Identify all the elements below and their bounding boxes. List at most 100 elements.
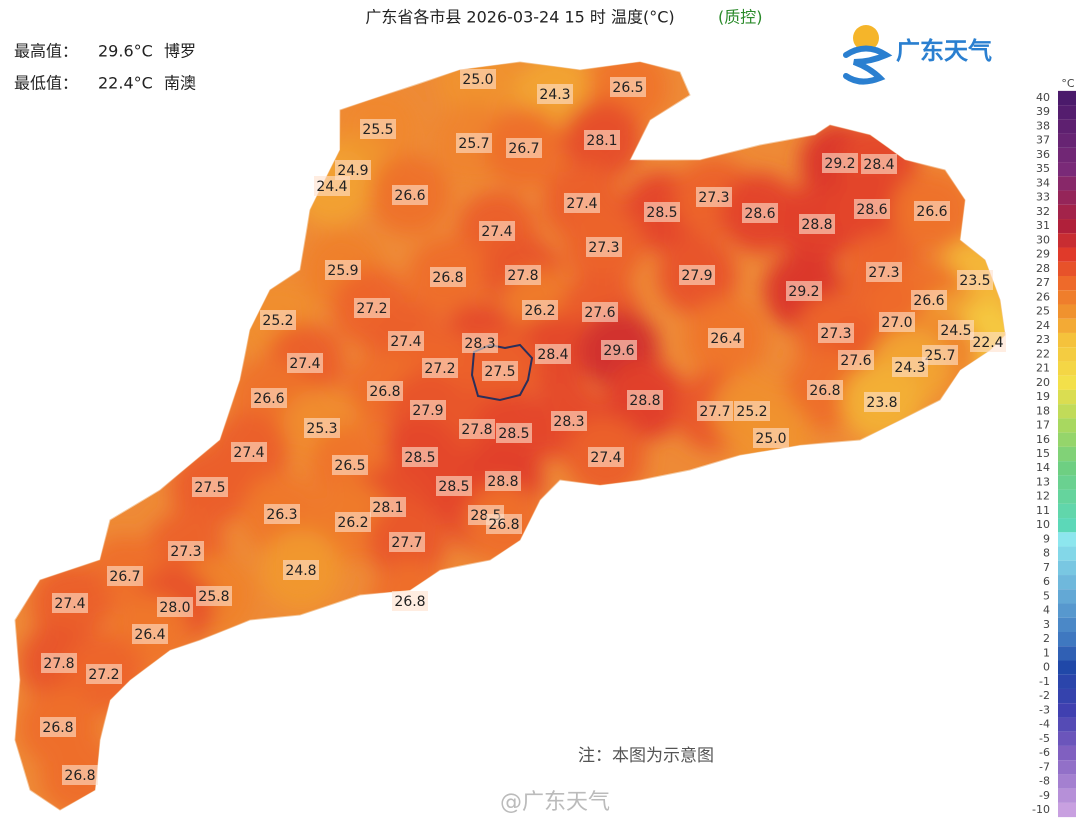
legend-tick-label: 26 (1036, 290, 1050, 303)
station-label-box (957, 270, 993, 290)
legend-swatch (1058, 162, 1076, 177)
legend-swatch (1058, 147, 1076, 163)
legend-tick-label: -5 (1039, 732, 1050, 745)
legend-tick-label: 15 (1036, 447, 1050, 460)
legend-swatch (1058, 432, 1076, 447)
station-label-box (283, 560, 319, 580)
station-labels: 25.0 24.3 26.5 25.5 25.7 26.7 28.1 24.924.4 26.6… (40, 69, 1006, 785)
station-value: 26.6 (394, 188, 425, 204)
legend-swatch (1058, 589, 1076, 604)
station-label-box (892, 357, 928, 377)
station-value: 28.1 (586, 133, 617, 149)
note: 注：本图为示意图 (578, 746, 714, 766)
station-label-box (107, 566, 143, 586)
station-value: 28.3 (464, 336, 495, 352)
station-value: 27.3 (868, 265, 899, 281)
stat-label: 最高值： (14, 42, 78, 61)
station-value: 27.5 (484, 364, 515, 380)
station-label-box (822, 153, 858, 173)
station-label-box (696, 187, 732, 207)
station-value: 27.4 (289, 356, 320, 372)
station-label-box (388, 331, 424, 351)
legend-swatch (1058, 133, 1076, 148)
station-label-box (132, 624, 168, 644)
legend-tick-label: 29 (1036, 248, 1050, 261)
legend-unit: °C (1061, 77, 1075, 90)
legend-tick-label: 0 (1043, 661, 1050, 674)
station-label-box (807, 380, 843, 400)
legend-tick-label: 34 (1036, 176, 1050, 189)
station-label-box (335, 512, 371, 532)
station-label-box (505, 265, 541, 285)
legend-tick-label: 9 (1043, 532, 1050, 545)
station-value: 27.6 (840, 353, 871, 369)
station-label-box (879, 312, 915, 332)
station-value: 29.6 (603, 343, 634, 359)
legend-swatch (1058, 617, 1076, 632)
station-label-box (168, 541, 204, 561)
station-value: 26.6 (916, 204, 947, 220)
station-label-box (586, 237, 622, 257)
legend-tick-label: 36 (1036, 148, 1050, 161)
station-value: 26.8 (432, 270, 463, 286)
station-label-box (196, 586, 232, 606)
station-label-box (430, 267, 466, 287)
legend-tick-label: 23 (1036, 333, 1050, 346)
station-label-box (864, 392, 900, 412)
station-value: 28.6 (744, 206, 775, 222)
legend-tick-label: 35 (1036, 162, 1050, 175)
stat-place: 南澳 (164, 74, 196, 93)
station-value: 26.6 (253, 391, 284, 407)
station-value: 26.8 (42, 720, 73, 736)
station-label-box (970, 332, 1006, 352)
station-label-box (854, 199, 890, 219)
legend-swatch (1058, 660, 1076, 675)
legend-swatch (1058, 190, 1076, 205)
station-label-box (799, 214, 835, 234)
station-label-box (40, 717, 76, 737)
station-label-box (535, 344, 571, 364)
station-label-box (332, 455, 368, 475)
stat-place: 博罗 (164, 42, 196, 61)
legend-swatch (1058, 332, 1076, 348)
station-value: 24.3 (894, 360, 925, 376)
legend-swatch (1058, 176, 1076, 191)
station-value: 25.8 (198, 589, 229, 605)
station-label-box (422, 358, 458, 378)
station-value: 28.8 (801, 217, 832, 233)
legend-tick-label: -4 (1039, 718, 1050, 731)
legend-tick-label: 40 (1036, 91, 1050, 104)
station-value: 27.2 (356, 301, 387, 317)
legend-tick-label: 12 (1036, 490, 1050, 503)
legend-tick-label: 33 (1036, 191, 1050, 204)
station-label-box (325, 260, 361, 280)
legend-swatch (1058, 646, 1076, 661)
station-label-box (482, 361, 518, 381)
legend-swatch (1058, 560, 1076, 576)
station-value: 26.8 (809, 383, 840, 399)
legend-tick-label: 5 (1043, 589, 1050, 602)
legend-swatch (1058, 802, 1076, 818)
legend-swatch (1058, 276, 1076, 291)
station-value: 26.7 (508, 141, 539, 157)
stat-label: 最低值： (14, 74, 78, 93)
legend-swatch (1058, 745, 1076, 761)
legend-swatch (1058, 90, 1076, 106)
station-label-box (588, 447, 624, 467)
legend-tick-label: 22 (1036, 347, 1050, 360)
station-label-box (922, 345, 958, 365)
station-value: 27.2 (424, 361, 455, 377)
title: 广东省各市县 2026-03-24 15 时 温度(°C) (365, 8, 674, 27)
legend-swatch (1058, 475, 1076, 490)
legend-tick-label: 2 (1043, 632, 1050, 645)
legend-tick-label: 28 (1036, 262, 1050, 275)
station-label-box (506, 138, 542, 158)
legend-tick-label: 7 (1043, 561, 1050, 574)
legend-swatch (1058, 304, 1076, 319)
station-value: 26.5 (334, 458, 365, 474)
station-value: 28.4 (863, 157, 894, 173)
station-value: 26.2 (337, 515, 368, 531)
station-label-box (459, 419, 495, 439)
legend-tick-label: 18 (1036, 404, 1050, 417)
